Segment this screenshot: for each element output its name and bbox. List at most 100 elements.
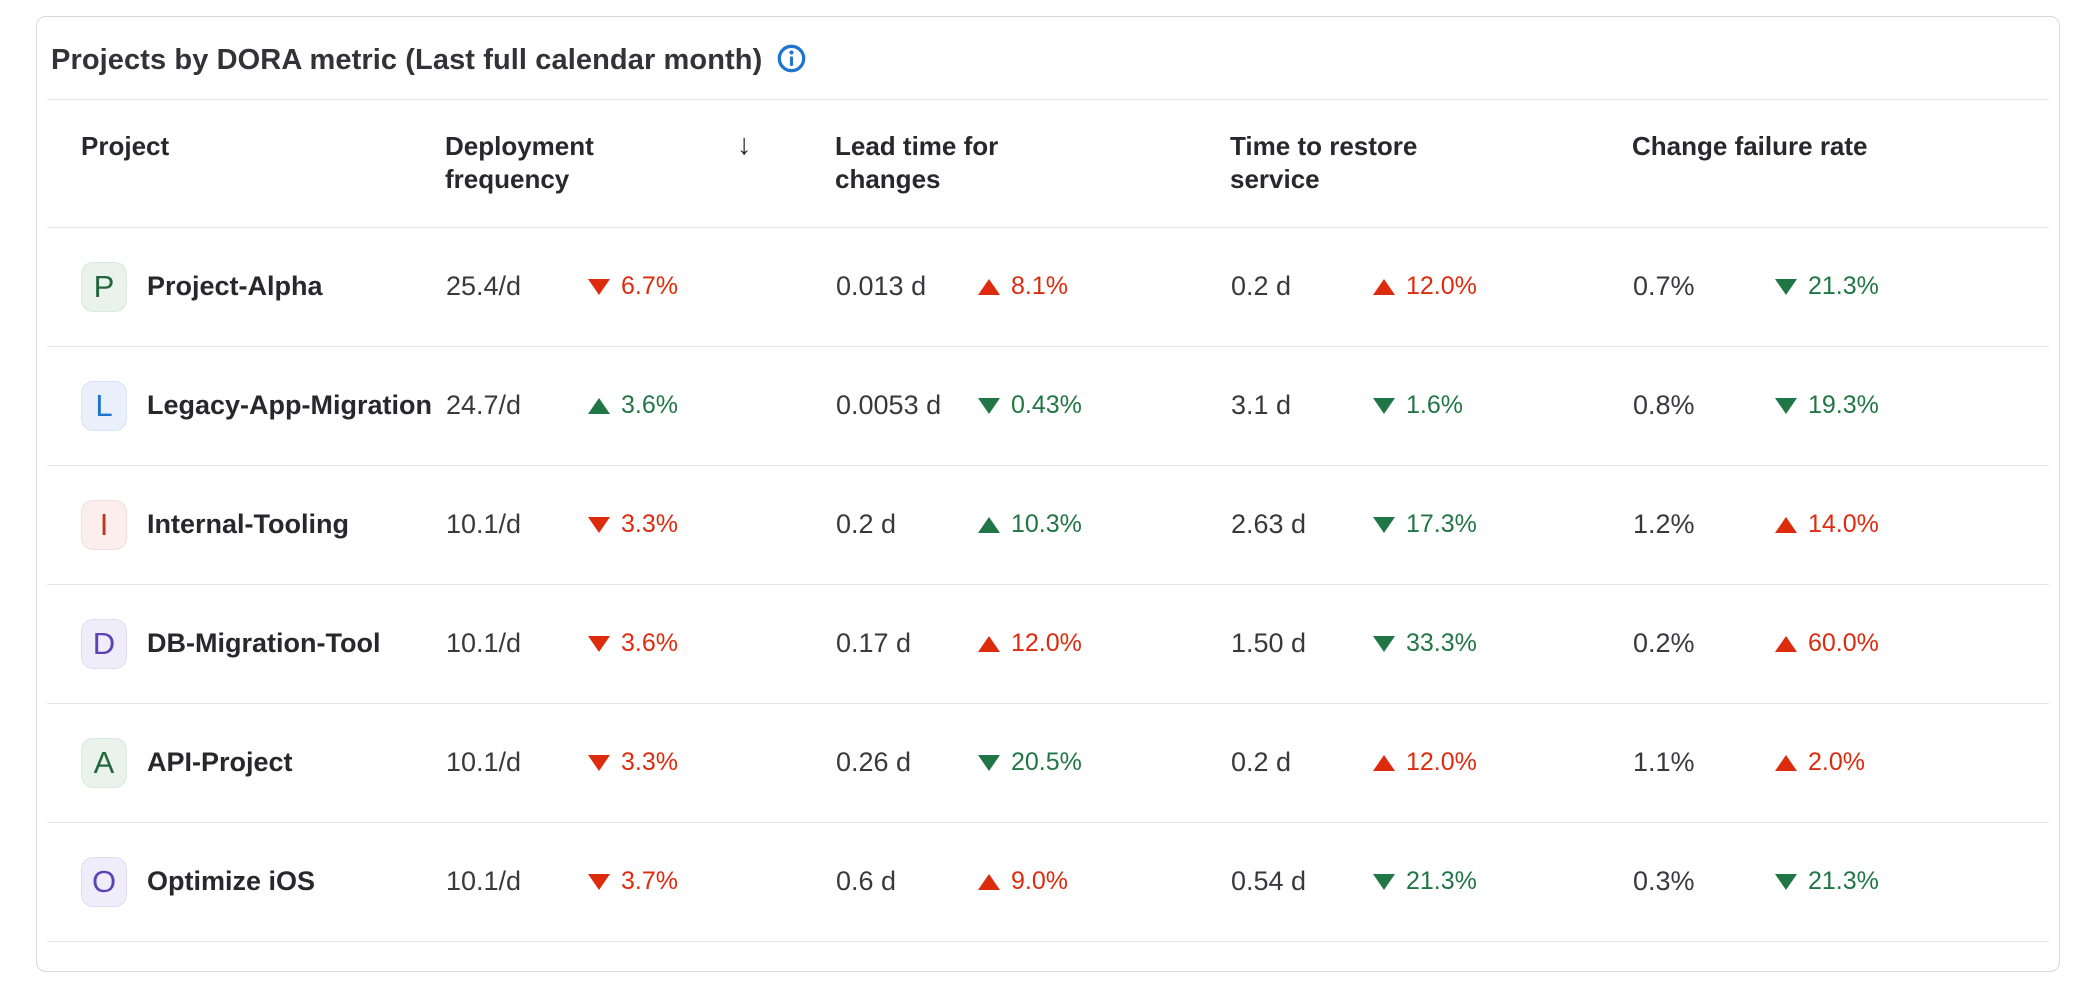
dora-metrics-table: Project Deployment frequency ↓ Lead time… xyxy=(47,99,2049,942)
trend-indicator: 60.0% xyxy=(1775,629,1879,658)
trend-percent: 8.1% xyxy=(1011,272,1068,301)
trend-percent: 12.0% xyxy=(1406,748,1477,777)
trend-indicator: 19.3% xyxy=(1775,391,1879,420)
metric-cell: 0.2% 60.0% xyxy=(1632,584,2049,704)
metric-value: 10.1/d xyxy=(446,509,522,540)
metric-cell: 0.3% 21.3% xyxy=(1632,822,2049,942)
trend-arrow-icon xyxy=(978,516,1000,533)
trend-indicator: 17.3% xyxy=(1373,510,1477,539)
trend-percent: 1.6% xyxy=(1406,391,1463,420)
metric-cell: 3.1 d 1.6% xyxy=(1230,346,1632,466)
trend-indicator: 20.5% xyxy=(978,748,1082,777)
trend-arrow-icon xyxy=(978,754,1000,771)
project-cell: A API-Project xyxy=(47,703,445,823)
trend-percent: 0.43% xyxy=(1011,391,1082,420)
trend-percent: 2.0% xyxy=(1808,748,1865,777)
metric-value: 25.4/d xyxy=(446,271,522,302)
trend-percent: 21.3% xyxy=(1808,867,1879,896)
card-title: Projects by DORA metric (Last full calen… xyxy=(51,43,763,76)
metric-cell: 0.17 d 12.0% xyxy=(835,584,1230,704)
metric-value: 0.6 d xyxy=(836,866,897,897)
trend-indicator: 3.7% xyxy=(588,867,678,896)
metric-cell: 10.1/d 3.3% xyxy=(445,465,835,585)
trend-percent: 21.3% xyxy=(1406,867,1477,896)
trend-arrow-icon xyxy=(978,278,1000,295)
table-row: P Project-Alpha 25.4/d 6.7% 0.013 d 8. xyxy=(47,227,2049,347)
column-header-label: Change failure rate xyxy=(1632,131,1868,161)
metric-cell: 25.4/d 6.7% xyxy=(445,227,835,347)
trend-indicator: 33.3% xyxy=(1373,629,1477,658)
column-header-label: Lead time for changes xyxy=(835,131,999,195)
dora-metrics-card: Projects by DORA metric (Last full calen… xyxy=(36,16,2060,972)
trend-percent: 60.0% xyxy=(1808,629,1879,658)
trend-arrow-icon xyxy=(1373,754,1395,771)
column-header-label: Project xyxy=(81,131,170,161)
table-row: O Optimize iOS 10.1/d 3.7% 0.6 d 9.0% xyxy=(47,822,2049,942)
metric-cell: 0.2 d 12.0% xyxy=(1230,227,1632,347)
trend-arrow-icon xyxy=(1775,754,1797,771)
metric-cell: 0.6 d 9.0% xyxy=(835,822,1230,942)
metric-value: 1.2% xyxy=(1633,509,1695,540)
project-name-link[interactable]: Legacy-App-Migration xyxy=(147,390,433,421)
sort-descending-icon[interactable]: ↓ xyxy=(737,129,752,161)
metric-cell: 24.7/d 3.6% xyxy=(445,346,835,466)
metric-cell: 0.8% 19.3% xyxy=(1632,346,2049,466)
trend-percent: 33.3% xyxy=(1406,629,1477,658)
metric-value: 24.7/d xyxy=(446,390,522,421)
column-header-lead-time[interactable]: Lead time for changes xyxy=(835,99,1230,228)
column-header-label: Time to restore service xyxy=(1230,131,1418,195)
trend-indicator: 12.0% xyxy=(978,629,1082,658)
metric-cell: 0.2 d 10.3% xyxy=(835,465,1230,585)
metric-value: 0.3% xyxy=(1633,866,1695,897)
project-name-link[interactable]: Internal-Tooling xyxy=(147,509,349,540)
column-header-deployment-frequency[interactable]: Deployment frequency ↓ xyxy=(445,99,835,228)
column-header-change-failure-rate[interactable]: Change failure rate xyxy=(1632,99,2049,228)
project-cell: L Legacy-App-Migration xyxy=(47,346,445,466)
metric-value: 2.63 d xyxy=(1231,509,1307,540)
metric-cell: 0.0053 d 0.43% xyxy=(835,346,1230,466)
metric-cell: 10.1/d 3.3% xyxy=(445,703,835,823)
project-name-link[interactable]: DB-Migration-Tool xyxy=(147,628,381,659)
trend-percent: 3.6% xyxy=(621,629,678,658)
trend-arrow-icon xyxy=(1775,516,1797,533)
trend-percent: 12.0% xyxy=(1011,629,1082,658)
table-header: Project Deployment frequency ↓ Lead time… xyxy=(47,99,2049,228)
trend-arrow-icon xyxy=(1775,635,1797,652)
metric-value: 0.7% xyxy=(1633,271,1695,302)
metric-value: 3.1 d xyxy=(1231,390,1292,421)
trend-arrow-icon xyxy=(1775,873,1797,890)
trend-indicator: 12.0% xyxy=(1373,748,1477,777)
trend-arrow-icon xyxy=(978,635,1000,652)
trend-percent: 3.3% xyxy=(621,748,678,777)
trend-indicator: 3.3% xyxy=(588,510,678,539)
project-avatar: D xyxy=(81,618,127,669)
metric-value: 0.0053 d xyxy=(836,390,942,421)
trend-indicator: 12.0% xyxy=(1373,272,1477,301)
trend-arrow-icon xyxy=(1775,278,1797,295)
metric-value: 1.50 d xyxy=(1231,628,1307,659)
project-name-link[interactable]: Optimize iOS xyxy=(147,866,316,897)
info-button[interactable] xyxy=(776,43,807,77)
trend-percent: 19.3% xyxy=(1808,391,1879,420)
column-header-time-to-restore[interactable]: Time to restore service xyxy=(1230,99,1632,228)
metric-cell: 0.26 d 20.5% xyxy=(835,703,1230,823)
table-row: L Legacy-App-Migration 24.7/d 3.6% 0.005… xyxy=(47,346,2049,466)
trend-percent: 10.3% xyxy=(1011,510,1082,539)
trend-percent: 20.5% xyxy=(1011,748,1082,777)
trend-percent: 21.3% xyxy=(1808,272,1879,301)
project-name-link[interactable]: Project-Alpha xyxy=(147,271,323,302)
project-avatar: I xyxy=(81,499,127,550)
trend-indicator: 3.3% xyxy=(588,748,678,777)
trend-indicator: 10.3% xyxy=(978,510,1082,539)
trend-percent: 6.7% xyxy=(621,272,678,301)
info-icon xyxy=(776,43,807,77)
table-row: A API-Project 10.1/d 3.3% 0.26 d 20.5% xyxy=(47,703,2049,823)
trend-percent: 9.0% xyxy=(1011,867,1068,896)
project-avatar: A xyxy=(81,737,127,788)
trend-indicator: 3.6% xyxy=(588,391,678,420)
trend-percent: 17.3% xyxy=(1406,510,1477,539)
project-name-link[interactable]: API-Project xyxy=(147,747,293,778)
trend-percent: 3.3% xyxy=(621,510,678,539)
project-avatar: O xyxy=(81,856,127,907)
trend-arrow-icon xyxy=(1373,873,1395,890)
